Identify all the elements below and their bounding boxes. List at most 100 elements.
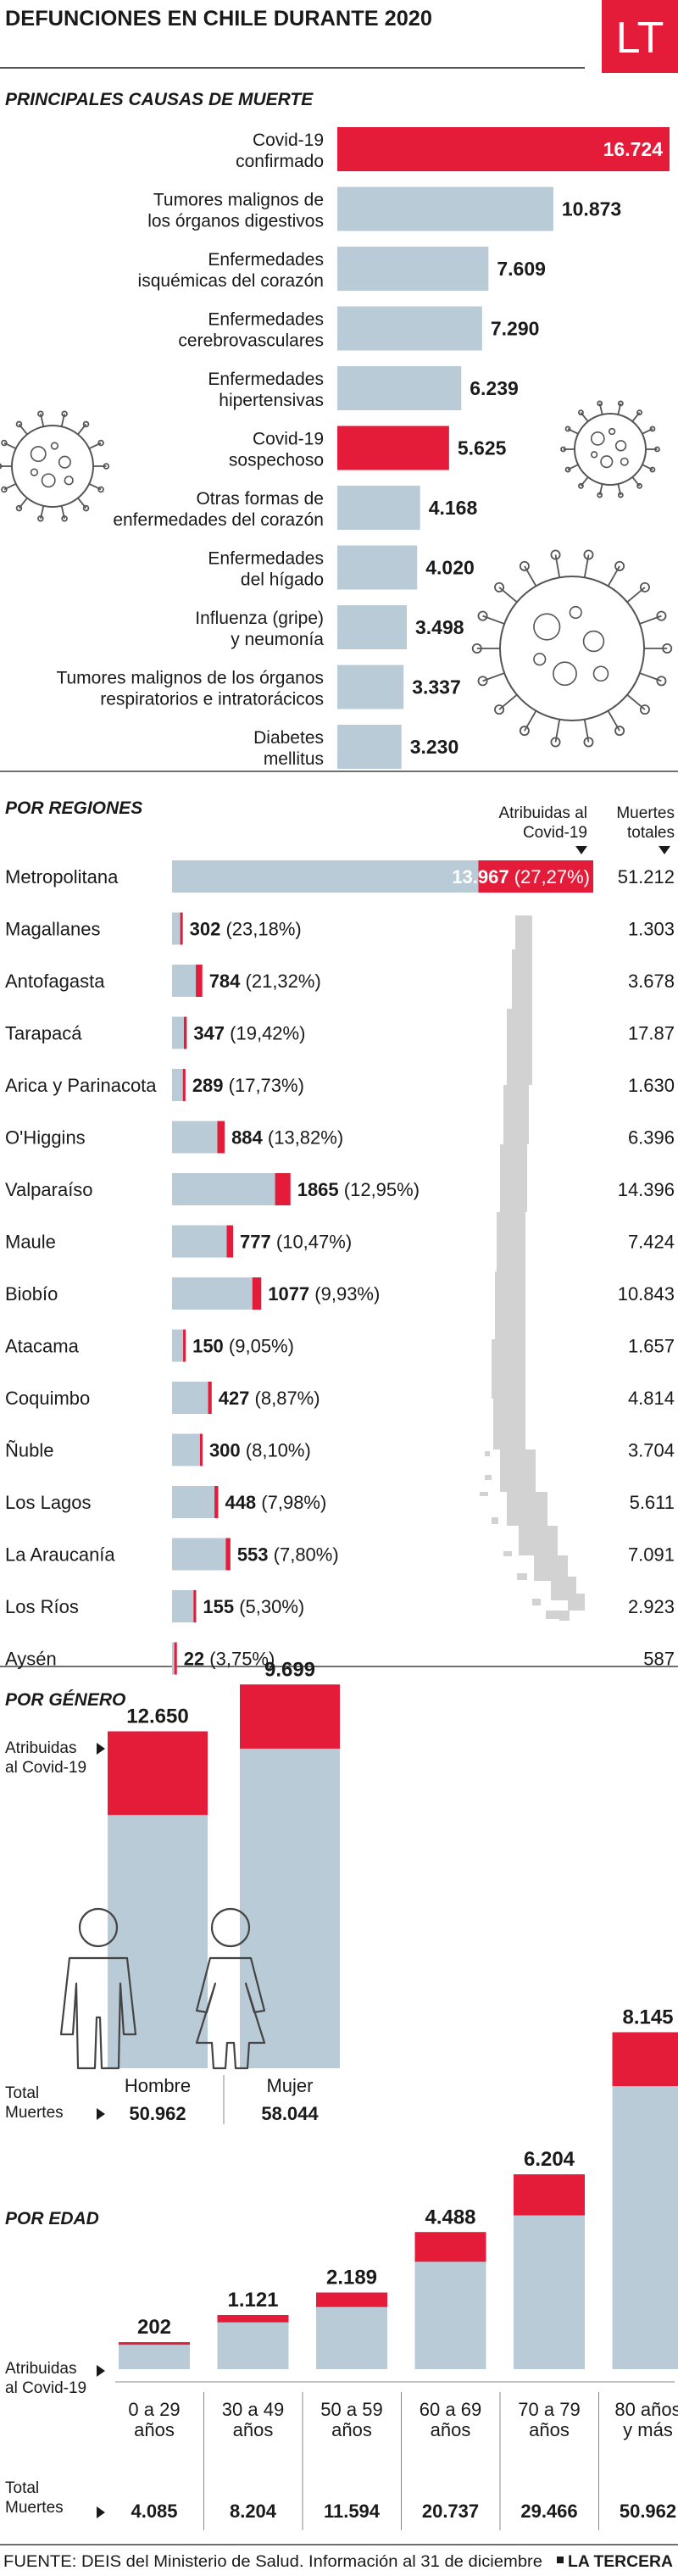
virus-dot <box>600 455 614 469</box>
virus-spike-tip <box>61 410 68 418</box>
value-label: 16.724 <box>603 138 664 160</box>
covid-value: 347 <box>193 1023 225 1044</box>
bar-covid <box>208 1382 212 1414</box>
virus-spike <box>626 693 646 710</box>
covid-value: 150 <box>192 1336 224 1357</box>
map-island <box>480 1492 488 1496</box>
section-title-gender: POR GÉNERO <box>5 1690 125 1710</box>
gender-total-caption: Total Muertes <box>5 2084 64 2122</box>
covid-percent: (12,95%) <box>339 1179 420 1200</box>
header: DEFUNCIONES EN CHILE DURANTE 2020 LT <box>0 0 678 73</box>
covid-percent: (13,82%) <box>263 1127 343 1149</box>
total-label: 4.085 <box>131 2501 177 2522</box>
map-segment <box>515 915 532 949</box>
age-label: 0 a 29 años <box>128 2399 180 2440</box>
total-label: 3.678 <box>628 971 675 992</box>
bar <box>337 725 402 769</box>
causes-chart: Covid-19 confirmado 16.724 Tumores malignos… <box>56 127 670 769</box>
virus-spike <box>498 693 518 710</box>
source-note: FUENTE: DEIS del Ministerio de Salud. In… <box>3 2553 542 2571</box>
virus-spike-tip <box>636 409 642 416</box>
section-title-regions: POR REGIONES <box>5 798 142 818</box>
bar-covid <box>252 1277 262 1310</box>
virus-icon-right <box>560 400 660 498</box>
bar-covid <box>108 1731 208 1816</box>
bar-covid <box>414 2232 486 2262</box>
virus-spike <box>639 615 662 625</box>
map-island <box>532 1599 541 1605</box>
arrow-right-icon <box>97 2108 105 2120</box>
value-label: 4.168 <box>429 497 478 519</box>
virus-spike-tip <box>583 737 594 748</box>
virus-dot <box>30 468 39 476</box>
virus-dot <box>553 661 577 687</box>
bar-covid <box>226 1225 234 1258</box>
total-label: 1.303 <box>628 919 675 940</box>
bar-total <box>172 1173 291 1205</box>
map-island <box>503 1551 512 1556</box>
age-label: 70 a 79 años <box>518 2399 580 2440</box>
woman-body <box>195 1956 266 2070</box>
covid-label: 22 (3,75%) <box>184 1649 275 1670</box>
page-title: DEFUNCIONES EN CHILE DURANTE 2020 <box>5 7 432 31</box>
covid-percent: (5,30%) <box>234 1596 304 1617</box>
covid-label: 553 (7,80%) <box>237 1544 339 1566</box>
virus-spike-tip <box>97 486 104 493</box>
man-body <box>59 1956 137 2070</box>
virus-spike-tip <box>639 704 650 715</box>
region-label: Aysén <box>5 1649 57 1670</box>
virus-dot <box>533 613 561 641</box>
map-island <box>485 1475 492 1480</box>
category-label: Enfermedades hipertensivas <box>208 370 324 410</box>
map-segment <box>495 1271 525 1339</box>
category-label: Influenza (gripe) y neumonía <box>195 609 324 649</box>
covid-percent: (10,47%) <box>271 1232 352 1253</box>
virus-spike-tip <box>550 549 561 560</box>
bar <box>337 366 462 410</box>
covid-label: 4.488 <box>425 2206 475 2228</box>
covid-percent: (9,05%) <box>224 1336 294 1357</box>
map-segment <box>500 1144 527 1212</box>
map-segment <box>512 949 532 1009</box>
total-label: 7.091 <box>628 1544 675 1566</box>
region-label: Maule <box>5 1232 56 1253</box>
bar-covid <box>514 2174 585 2216</box>
total-label: 2.923 <box>628 1596 675 1617</box>
virus-icons <box>0 400 673 748</box>
covid-label: 427 (8,87%) <box>219 1388 320 1409</box>
age-total-caption: Total Muertes <box>5 2479 64 2517</box>
virus-icon-large <box>471 549 673 748</box>
bar-covid <box>180 912 183 945</box>
covid-value: 302 <box>190 919 221 940</box>
brand-bullet <box>557 2557 564 2563</box>
covid-label: 784 (21,32%) <box>209 971 321 992</box>
virus-spike-tip <box>1 439 8 447</box>
covid-label: 155 (5,30%) <box>203 1596 304 1617</box>
covid-value: 300 <box>209 1440 241 1461</box>
total-label: 5.611 <box>630 1492 675 1513</box>
region-label: Los Ríos <box>5 1596 79 1617</box>
region-label: Coquimbo <box>5 1388 90 1409</box>
map-segment <box>492 1339 525 1399</box>
covid-label: 302 (23,18%) <box>190 919 302 940</box>
virus-spike-tip <box>550 737 561 748</box>
covid-value: 22 <box>184 1649 204 1670</box>
virus-spike-tip <box>82 504 90 512</box>
value-label: 3.230 <box>410 736 459 758</box>
virus-spike-tip <box>617 400 624 407</box>
virus-spike-tip <box>1 486 8 493</box>
bar-covid <box>199 1433 203 1466</box>
section-title-causes: PRINCIPALES CAUSAS DE MUERTE <box>5 90 314 109</box>
value-label: 6.239 <box>470 377 519 399</box>
virus-spike-tip <box>37 515 44 522</box>
virus-dot <box>41 473 56 488</box>
covid-value: 13.967 <box>452 866 508 887</box>
virus-spike-tip <box>597 492 603 498</box>
covid-percent: (8,10%) <box>241 1440 311 1461</box>
chile-map <box>480 915 585 1621</box>
map-segment <box>493 1399 525 1449</box>
footer: FUENTE: DEIS del Ministerio de Salud. In… <box>0 2544 678 2571</box>
virus-spike-tip <box>564 426 571 432</box>
value-label: 4.020 <box>425 557 475 579</box>
virus-spike-tip <box>578 409 584 416</box>
